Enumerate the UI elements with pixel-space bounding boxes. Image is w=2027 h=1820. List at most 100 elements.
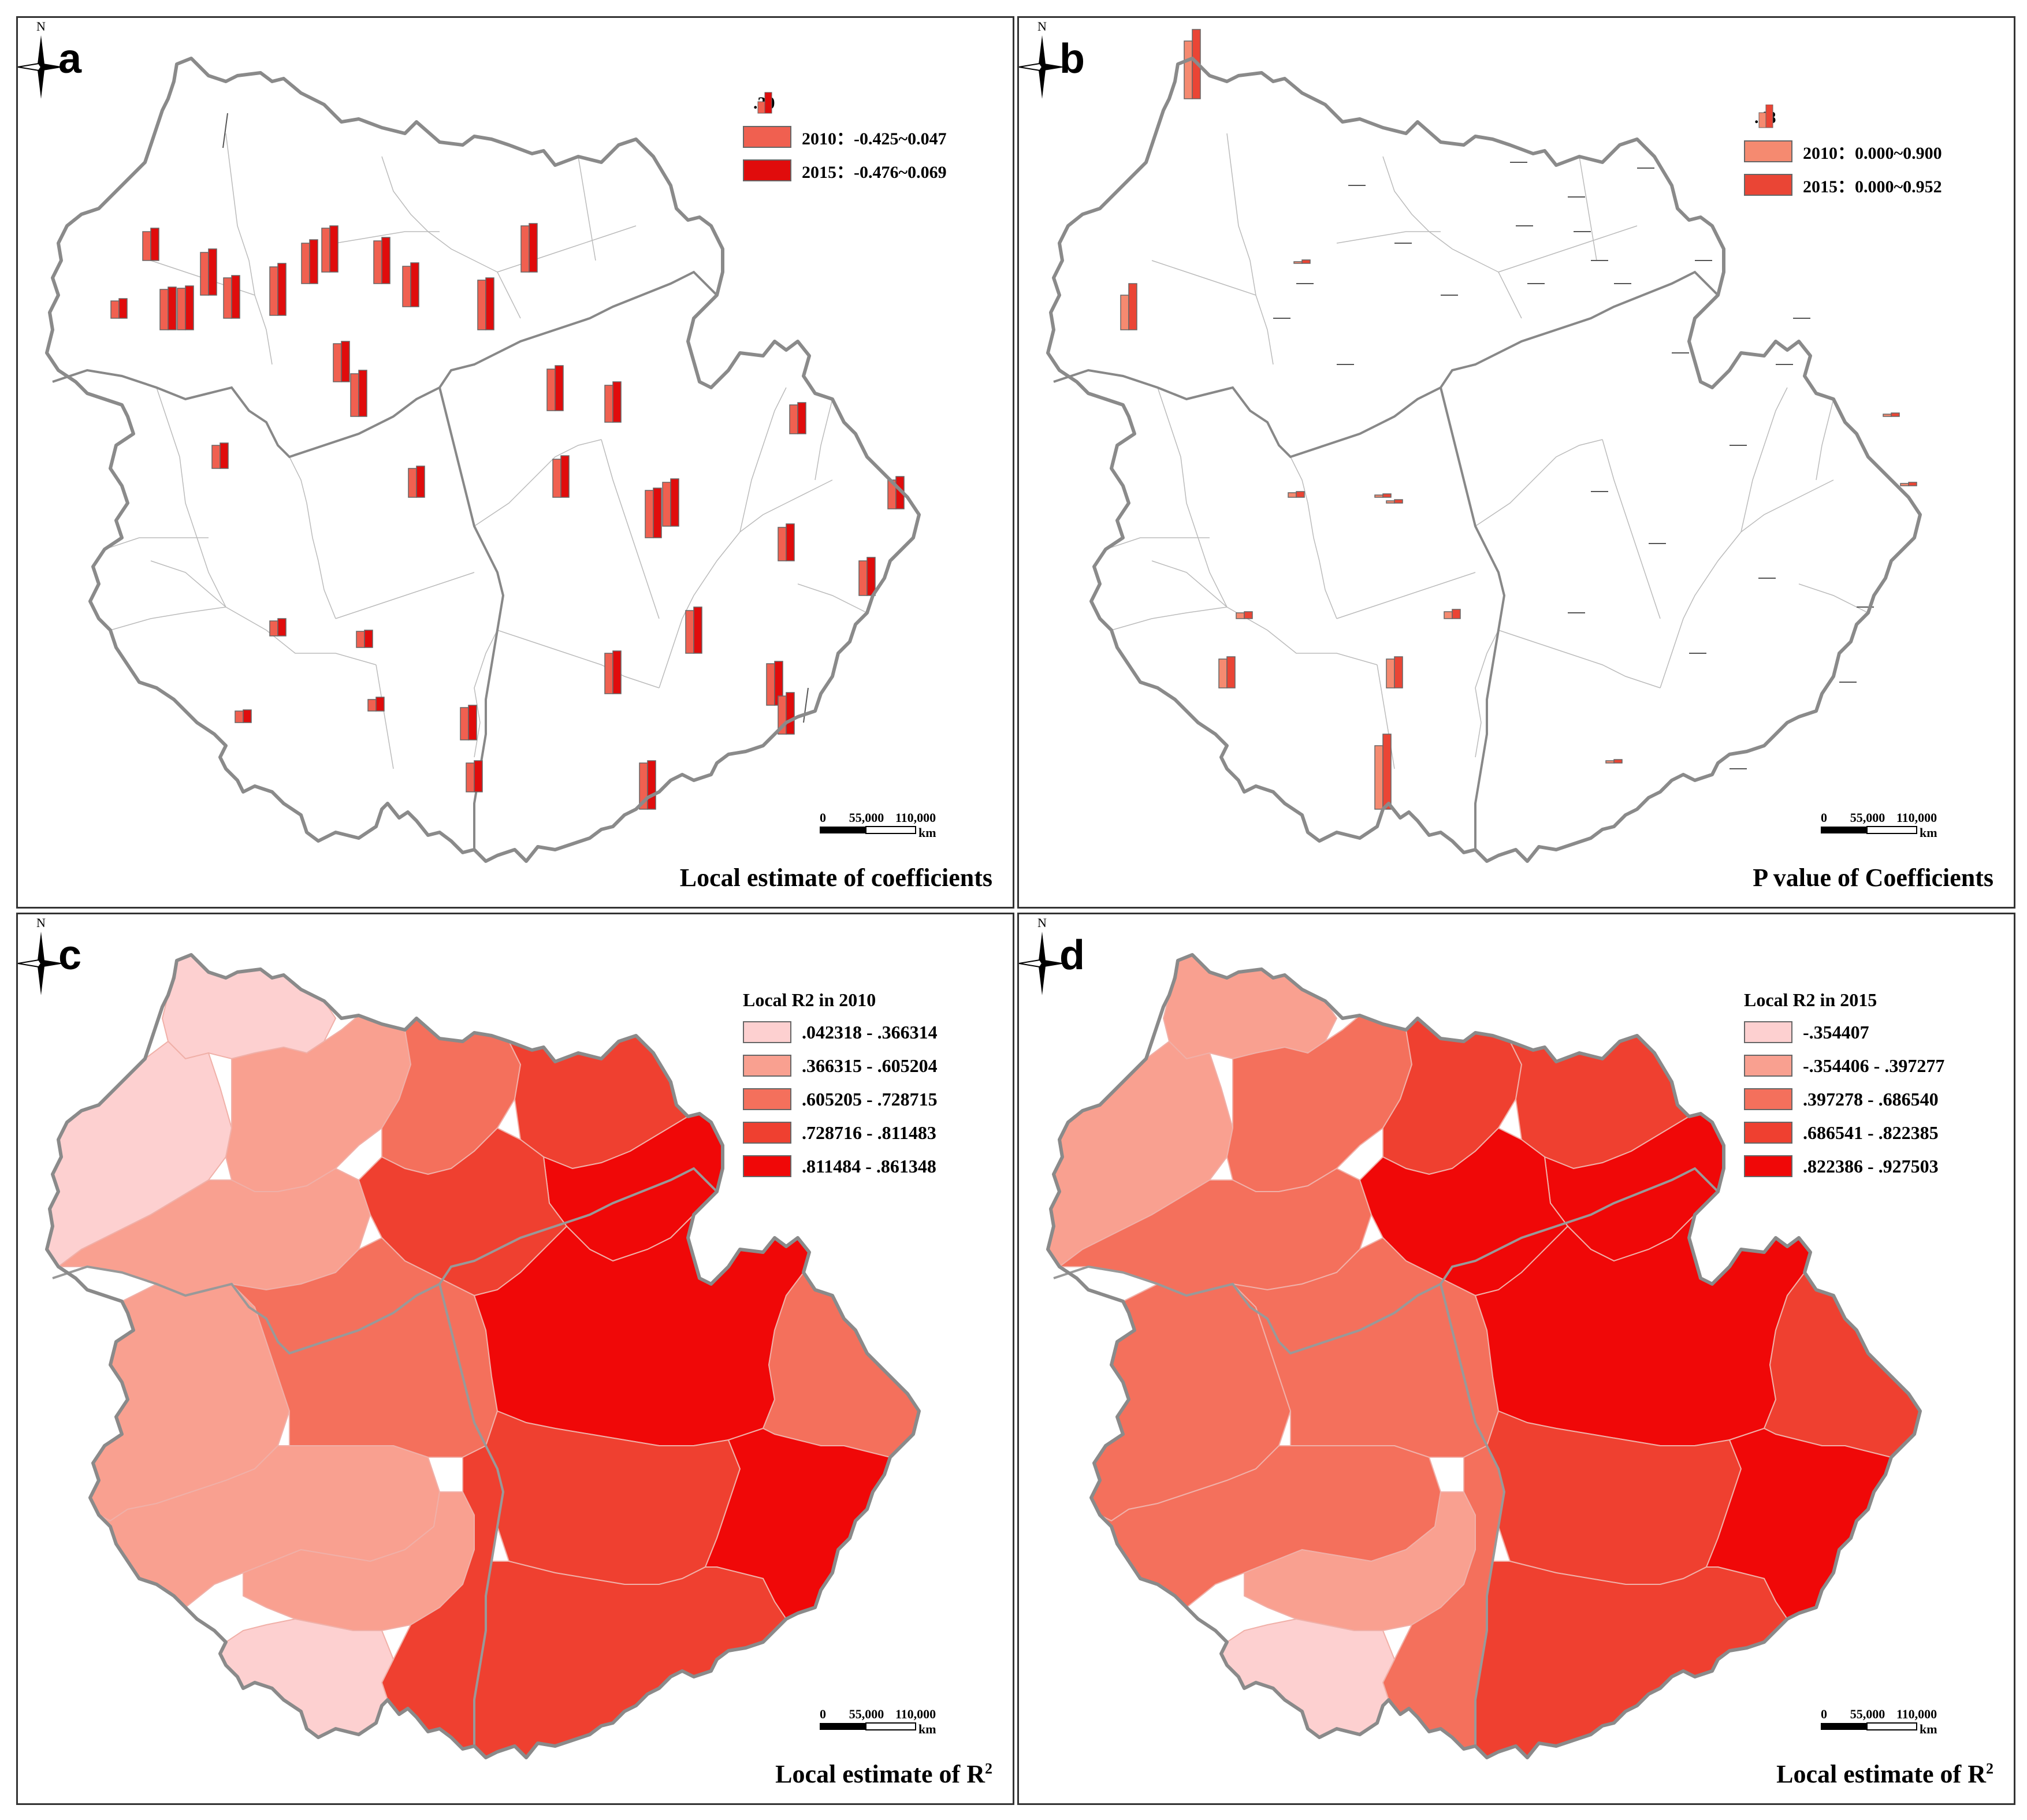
bar-2015	[375, 697, 385, 712]
county-boundary	[289, 456, 336, 619]
bar-2010	[1605, 760, 1615, 764]
bar-2010	[1374, 494, 1383, 498]
panel-c-letter: c	[58, 932, 82, 978]
province-boundary	[1053, 1167, 1719, 1355]
bar-2015	[1394, 656, 1403, 688]
county-boundary	[381, 156, 521, 319]
legend-swatch-class-5	[743, 1155, 791, 1177]
legend-label-2015: 2015：-0.476~0.069	[802, 163, 947, 182]
bar-2010	[1386, 500, 1395, 504]
panel-d-title-text: Local estimate of R	[1776, 1760, 1986, 1788]
region-12	[762, 1271, 920, 1458]
map-outline	[1046, 57, 1922, 863]
county-boundary	[1498, 630, 1661, 688]
region-19	[1220, 1618, 1396, 1739]
panel-c-r2-2010-map: c Local R2 in 2010 .042318 - .366314 .36…	[16, 913, 1014, 1805]
region-18	[474, 1561, 787, 1759]
county-boundary	[1377, 664, 1395, 769]
legend-label-class-4: .686541 - .822385	[1803, 1122, 1939, 1143]
county-boundary	[1798, 583, 1869, 613]
legend-bar-scale: .30	[743, 90, 947, 117]
bar-2010	[200, 252, 209, 296]
county-boundary	[1382, 156, 1522, 319]
bar-2015	[358, 370, 367, 417]
bar-2010	[766, 663, 775, 706]
bar-2015	[786, 692, 795, 735]
bar-2010	[604, 653, 613, 694]
panel-a-legend: .30 2010：-0.425~0.047 2015：-0.476~0.069	[743, 90, 947, 191]
bar-2015	[329, 225, 339, 273]
panel-a-coefficients-map: a .30 2010：-0.425~0.047 2015：-0.476~0.06…	[16, 16, 1014, 909]
county-boundary	[797, 583, 868, 613]
bar-2015	[468, 705, 477, 740]
legend-swatch-class-4	[1744, 1122, 1792, 1144]
county-boundary	[225, 133, 273, 365]
county-boundary	[1336, 572, 1476, 619]
county-boundary	[1157, 387, 1228, 608]
panel-a-letter: a	[58, 36, 82, 82]
legend-title: Local R2 in 2015	[1744, 989, 1877, 1010]
county-boundary	[335, 572, 475, 619]
county-boundary	[1105, 537, 1210, 550]
bar-2015	[208, 248, 217, 296]
legend-swatch-2015	[1744, 174, 1792, 196]
panel-c-legend: Local R2 in 2010 .042318 - .366314 .3663…	[743, 989, 938, 1186]
bar-2010	[110, 300, 120, 319]
map-outline	[45, 57, 921, 863]
bar-2015	[797, 402, 806, 434]
north-label: N	[36, 915, 46, 930]
panel-b-title: P value of Coefficients	[1753, 864, 1993, 892]
panel-b-legend: .48 2010：0.000~0.900 2015：0.000~0.952	[1744, 105, 1942, 205]
bar-2010	[546, 369, 556, 411]
bar-2010	[301, 243, 310, 284]
bar-2010	[685, 610, 694, 654]
panel-c-title-text: Local estimate of R	[775, 1760, 985, 1788]
legend-label-class-5: .811484 - .861348	[802, 1155, 936, 1177]
bar-2015	[277, 618, 287, 637]
bar-2010	[477, 280, 486, 330]
bar-2010	[142, 231, 151, 261]
county-boundary	[1336, 231, 1441, 244]
bar-2010	[373, 240, 382, 284]
bar-2015	[309, 239, 318, 284]
panel-d-legend: Local R2 in 2015 -.354407 -.354406 - .39…	[1744, 989, 1944, 1186]
county-boundary	[150, 560, 377, 665]
panel-b-letter: b	[1059, 36, 1085, 82]
scale-unit: km	[918, 825, 936, 840]
county-boundary	[335, 231, 440, 244]
legend-label-class-4: .728716 - .811483	[802, 1122, 936, 1143]
bar-2010	[408, 468, 417, 498]
bar-2015	[341, 341, 350, 382]
legend-label-2010: 2010：-0.425~0.047	[802, 129, 947, 148]
panel-c-title: Local estimate of R2	[775, 1759, 992, 1789]
region-12	[1763, 1271, 1921, 1458]
bar-2015	[277, 263, 287, 316]
scale-tick-label: 55,000	[849, 810, 884, 825]
bar-2015	[416, 466, 425, 498]
legend-label-class-2: .366315 - .605204	[802, 1055, 938, 1076]
bar-2015	[1382, 734, 1392, 810]
county-boundary	[1498, 225, 1638, 273]
county-boundary	[104, 537, 209, 550]
legend-swatch-2015	[743, 159, 791, 181]
map-b	[1046, 29, 1922, 863]
bar-2010	[321, 228, 330, 273]
province-boundary	[438, 1283, 505, 1746]
bar-2010	[1218, 658, 1228, 688]
bar-2015	[647, 760, 656, 810]
legend-swatch-class-3	[1744, 1088, 1792, 1110]
bar-2015	[220, 442, 229, 469]
county-boundary	[439, 387, 504, 758]
county-boundary	[375, 664, 394, 769]
panel-d-title-sup: 2	[1986, 1760, 1993, 1777]
bar-2015	[1226, 656, 1236, 688]
bar-2010	[223, 277, 232, 319]
legend-swatch-class-1	[743, 1021, 791, 1043]
bar-2010	[778, 527, 787, 561]
county-boundary	[739, 387, 787, 533]
bar-2010	[460, 707, 469, 740]
scale-unit: km	[1920, 1722, 1937, 1736]
bar-2010	[1236, 612, 1245, 619]
bar-2010	[1288, 492, 1297, 498]
bar-2010	[1120, 295, 1129, 330]
